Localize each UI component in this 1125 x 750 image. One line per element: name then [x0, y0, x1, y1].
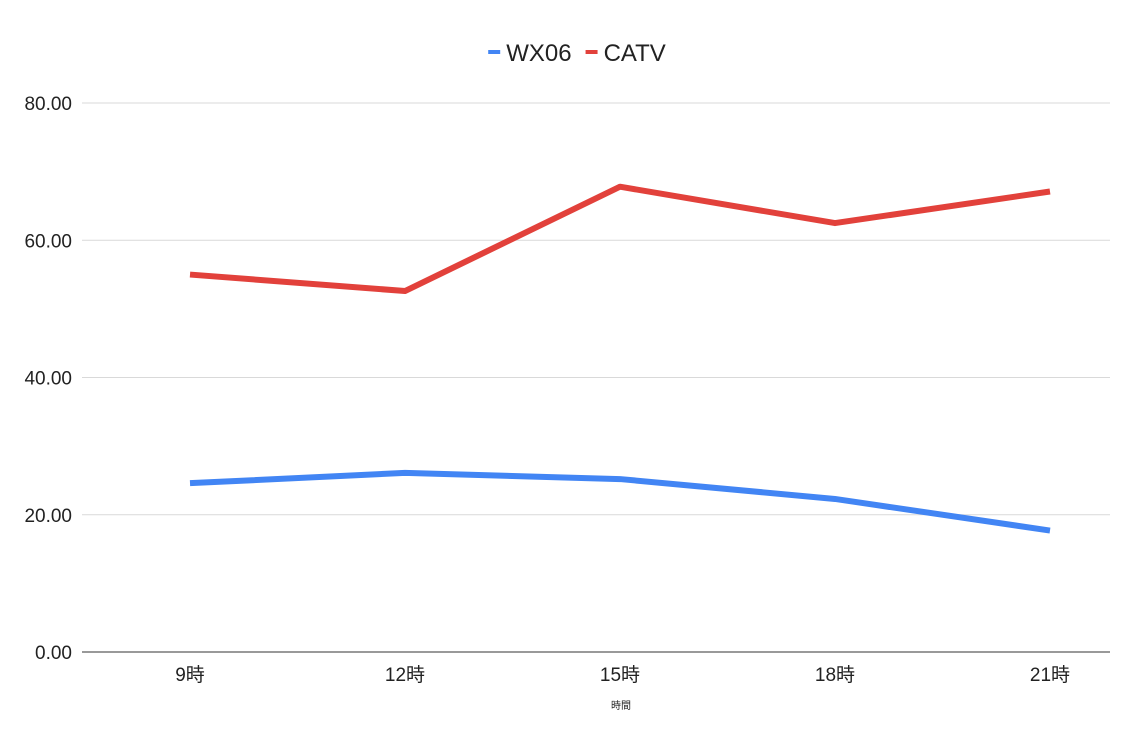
series-lines	[189, 183, 1051, 534]
y-axis-tick-labels: 0.00 20.00 40.00 60.00 80.00	[24, 94, 72, 664]
series-line-catv	[189, 183, 1051, 295]
legend-label: WX06	[506, 40, 571, 67]
gridlines	[82, 102, 1110, 516]
y-tick-label: 0.00	[35, 643, 72, 664]
legend: WX06 CATV	[488, 40, 666, 67]
x-axis-title: 時間	[611, 700, 631, 712]
y-tick-label: 80.00	[24, 94, 72, 115]
legend-item-catv: CATV	[585, 40, 666, 67]
x-tick-label: 18時	[815, 664, 855, 686]
x-tick-label: 21時	[1030, 664, 1070, 686]
x-tick-label: 9時	[175, 664, 205, 686]
y-tick-label: 20.00	[24, 506, 72, 527]
y-tick-label: 40.00	[24, 369, 72, 390]
x-axis-tick-labels: 9時 12時 15時 18時 21時	[175, 664, 1070, 686]
x-tick-label: 12時	[385, 664, 425, 686]
series-line-wx06	[189, 469, 1051, 534]
legend-label: CATV	[604, 40, 666, 67]
legend-item-wx06: WX06	[488, 40, 572, 67]
x-tick-label: 15時	[600, 664, 640, 686]
y-tick-label: 60.00	[24, 231, 72, 252]
